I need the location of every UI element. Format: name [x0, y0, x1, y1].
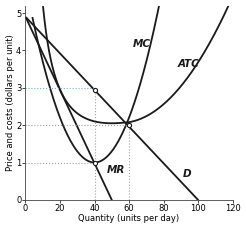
Text: MC: MC	[133, 39, 151, 49]
Text: MR: MR	[107, 165, 125, 175]
Text: D: D	[183, 169, 191, 180]
X-axis label: Quantity (units per day): Quantity (units per day)	[78, 214, 180, 224]
Y-axis label: Price and costs (dollars per unit): Price and costs (dollars per unit)	[6, 34, 15, 171]
Text: ATC: ATC	[177, 59, 199, 69]
